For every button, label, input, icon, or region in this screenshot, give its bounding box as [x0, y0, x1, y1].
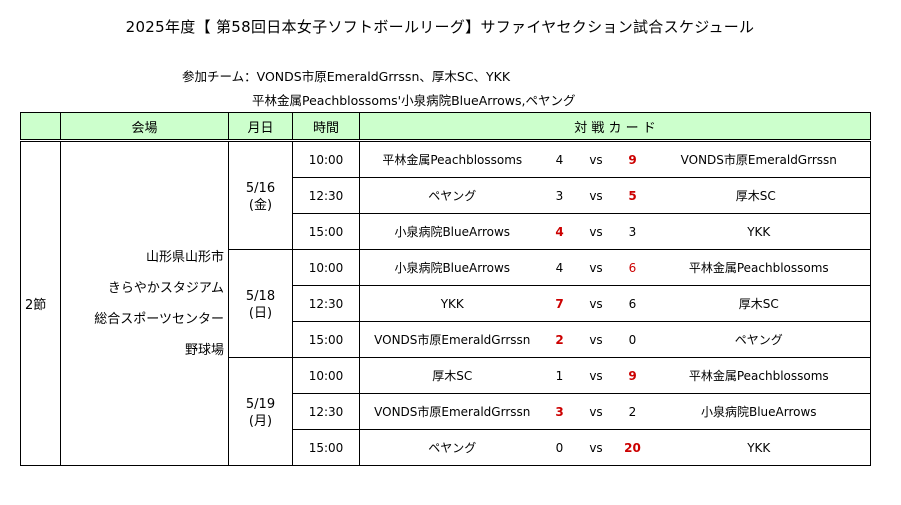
table-row: 12:30 VONDS市原EmeraldGrrssn 3 vs 2 小泉病院Bl… — [21, 393, 872, 430]
schedule-table: 会場 月日 時間 対 戦 カ ー ド 2節 山形県山形市 きらやかスタジアム 総… — [20, 112, 872, 466]
vs-label: vs — [574, 140, 618, 178]
table-row: 15:00 VONDS市原EmeraldGrrssn 2 vs 0 ペヤング — [21, 321, 872, 358]
header-date: 月日 — [228, 112, 293, 142]
home-team: VONDS市原EmeraldGrrssn — [359, 393, 545, 430]
away-team: 小泉病院BlueArrows — [647, 393, 872, 430]
schedule-body: 2節 山形県山形市 きらやかスタジアム 総合スポーツセンター 野球場 5/16 … — [20, 140, 872, 466]
venue-line: 総合スポーツセンター — [94, 311, 224, 327]
home-score: 2 — [544, 321, 575, 358]
weekday: (金) — [248, 198, 273, 213]
away-team: 厚木SC — [647, 285, 872, 322]
participants-line-2: 平林金属Peachblossoms'小泉病院BlueArrows,ペヤング — [252, 93, 576, 108]
header-section — [20, 112, 61, 142]
home-team: YKK — [359, 285, 545, 322]
away-team: 平林金属Peachblossoms — [647, 357, 872, 394]
home-score: 1 — [544, 357, 575, 394]
game-time: 10:00 — [292, 249, 360, 286]
header-time: 時間 — [292, 112, 360, 142]
vs-label: vs — [574, 249, 618, 286]
vs-label: vs — [574, 285, 618, 322]
game-time: 10:00 — [292, 357, 360, 394]
date: 5/18 — [245, 289, 276, 304]
table-row: 15:00 ペヤング 0 vs 20 YKK — [21, 429, 872, 466]
home-score: 7 — [544, 285, 575, 322]
home-score: 4 — [544, 140, 575, 178]
away-team: 厚木SC — [647, 177, 872, 214]
away-team: 平林金属Peachblossoms — [647, 249, 872, 286]
header-matchup: 対 戦 カ ー ド — [358, 112, 872, 142]
game-time: 15:00 — [292, 321, 360, 358]
away-score: 20 — [617, 429, 648, 466]
home-score: 4 — [544, 213, 575, 250]
home-team: 小泉病院BlueArrows — [359, 249, 545, 286]
date: 5/19 — [245, 397, 276, 412]
away-score: 2 — [617, 393, 648, 430]
game-time: 10:00 — [292, 140, 360, 178]
home-score: 3 — [544, 177, 575, 214]
venue-line: 野球場 — [184, 342, 224, 358]
table-row: 15:00 小泉病院BlueArrows 4 vs 3 YKK — [21, 213, 872, 250]
home-score: 4 — [544, 249, 575, 286]
home-team: ペヤング — [359, 177, 545, 214]
table-row: 2節 山形県山形市 きらやかスタジアム 総合スポーツセンター 野球場 5/16 … — [20, 140, 872, 466]
vs-label: vs — [574, 213, 618, 250]
away-score: 9 — [617, 140, 648, 178]
away-team: ペヤング — [647, 321, 872, 358]
game-time: 12:30 — [292, 393, 360, 430]
away-team: VONDS市原EmeraldGrrssn — [647, 140, 872, 178]
home-team: 厚木SC — [359, 357, 545, 394]
venue: 山形県山形市 きらやかスタジアム 総合スポーツセンター 野球場 — [60, 140, 229, 466]
table-row: 12:30 ペヤング 3 vs 5 厚木SC — [21, 177, 872, 214]
away-score: 3 — [617, 213, 648, 250]
game-time: 12:30 — [292, 285, 360, 322]
vs-label: vs — [574, 429, 618, 466]
game-time: 15:00 — [292, 429, 360, 466]
venue-line: きらやかスタジアム — [107, 280, 224, 296]
game-time: 15:00 — [292, 213, 360, 250]
page-title: 2025年度【 第58回日本女子ソフトボールリーグ】サファイヤセクション試合スケ… — [125, 18, 755, 36]
home-team: ペヤング — [359, 429, 545, 466]
date: 5/16 — [245, 181, 276, 196]
home-team: VONDS市原EmeraldGrrssn — [359, 321, 545, 358]
header-row: 会場 月日 時間 対 戦 カ ー ド — [20, 112, 872, 142]
date-cell: 5/19 (月) — [228, 357, 293, 466]
vs-label: vs — [574, 393, 618, 430]
vs-label: vs — [574, 357, 618, 394]
vs-label: vs — [574, 321, 618, 358]
away-score: 6 — [617, 249, 648, 286]
vs-label: vs — [574, 177, 618, 214]
away-score: 6 — [617, 285, 648, 322]
game-time: 12:30 — [292, 177, 360, 214]
venue-line: 山形県山形市 — [145, 249, 224, 265]
header-venue: 会場 — [60, 112, 229, 142]
away-score: 5 — [617, 177, 648, 214]
away-score: 9 — [617, 357, 648, 394]
weekday: (月) — [248, 414, 273, 429]
date-cell: 5/16 (金) — [228, 140, 293, 250]
weekday: (日) — [248, 306, 273, 321]
away-score: 0 — [617, 321, 648, 358]
away-team: YKK — [647, 213, 872, 250]
date-cell: 5/18 (日) — [228, 249, 293, 358]
home-score: 0 — [544, 429, 575, 466]
participants-line-1: 参加チーム：VONDS市原EmeraldGrrssn、厚木SC、YKK — [182, 69, 511, 84]
home-team: 平林金属Peachblossoms — [359, 140, 545, 178]
away-team: YKK — [647, 429, 872, 466]
home-team: 小泉病院BlueArrows — [359, 213, 545, 250]
home-score: 3 — [544, 393, 575, 430]
section-label: 2節 — [20, 140, 61, 466]
table-row: 12:30 YKK 7 vs 6 厚木SC — [21, 285, 872, 322]
